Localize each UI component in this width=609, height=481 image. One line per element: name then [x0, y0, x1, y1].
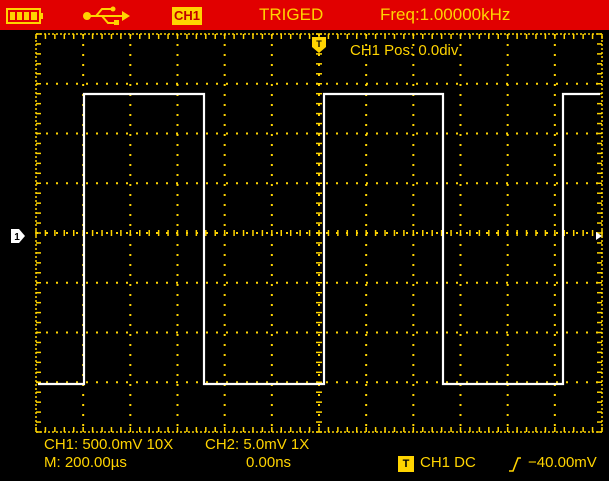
trigger-source-readout: CH1 DC: [420, 454, 476, 471]
usb-icon: [83, 6, 130, 25]
rising-edge-icon: [509, 457, 521, 472]
timebase-readout: M: 200.00µs: [44, 454, 127, 471]
trigger-level-readout: −40.00mV: [528, 454, 597, 471]
trigger-level-marker: [596, 232, 602, 240]
channel-marker: 1: [11, 229, 25, 243]
svg-text:1: 1: [14, 232, 20, 243]
trigger-marker: T: [312, 37, 326, 53]
graticule-ticks: [35, 33, 603, 433]
ch1-scale-readout: CH1: 500.0mV 10X: [44, 436, 174, 453]
battery-icon: [6, 8, 43, 24]
delay-readout: 0.00ns: [246, 454, 292, 471]
frequency-readout: Freq:1.00000kHz: [380, 5, 511, 24]
svg-text:T: T: [316, 39, 322, 49]
ch1-trace: [38, 92, 600, 386]
channel-badge: CH1: [172, 7, 202, 25]
ch2-scale-readout: CH2: 5.0mV 1X: [205, 436, 310, 453]
status-bar: CH1 TRIGED Freq:1.00000kHz: [0, 0, 609, 30]
readout-bar: CH1: 500.0mV 10X CH2: 5.0mV 1X M: 200.00…: [0, 434, 609, 481]
graticule: [36, 34, 602, 432]
trigger-status: TRIGED: [259, 5, 324, 24]
waveform-display: T CH1 Pos: 0.0div 1: [11, 33, 603, 433]
trigger-icon: T: [398, 456, 414, 472]
position-readout: CH1 Pos: 0.0div: [350, 42, 459, 59]
